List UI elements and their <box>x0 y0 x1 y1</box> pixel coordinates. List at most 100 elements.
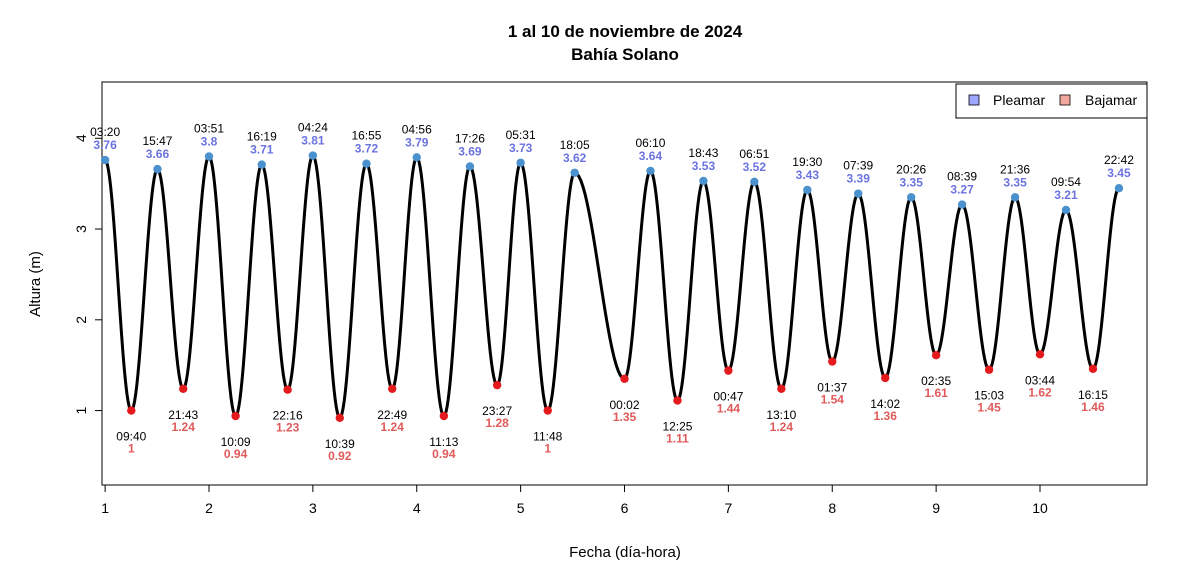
high-tide-time-label: 04:56 <box>402 122 432 136</box>
high-tide-value-label: 3.53 <box>692 159 716 173</box>
legend-swatch-low <box>1059 94 1071 106</box>
high-tide-point <box>1114 183 1124 193</box>
high-tide-point <box>906 193 916 202</box>
low-tide-point <box>1088 364 1098 374</box>
low-tide-value-label: 1.61 <box>924 386 948 400</box>
high-tide-point <box>570 168 579 177</box>
low-tide-time-label: 01:37 <box>817 381 847 395</box>
low-tide-value-label: 1.54 <box>821 393 845 407</box>
low-tide-time-label: 09:40 <box>116 430 146 444</box>
low-tide-value-label: 1.24 <box>770 420 794 434</box>
high-tide-time-label: 03:20 <box>90 125 120 139</box>
high-tide-point <box>803 185 812 195</box>
x-tick-label: 10 <box>1032 500 1048 516</box>
legend-swatch-high <box>968 94 980 106</box>
low-tide-time-label: 13:10 <box>766 408 796 422</box>
high-tide-value-label: 3.79 <box>405 135 429 149</box>
low-tide-time-label: 02:35 <box>921 374 951 388</box>
high-tide-value-label: 3.66 <box>146 147 170 161</box>
low-tide-value-label: 1.11 <box>666 432 689 446</box>
high-tide-time-label: 20:26 <box>896 162 926 176</box>
x-axis-label: Fecha (día-hora) <box>569 544 681 561</box>
low-tide-value-label: 1 <box>128 442 135 456</box>
low-tide-value-label: 1.24 <box>172 420 196 434</box>
high-tide-point <box>1061 205 1071 215</box>
low-tide-time-label: 10:39 <box>325 437 355 451</box>
high-tide-value-label: 3.45 <box>1107 166 1131 180</box>
high-tide-time-label: 06:51 <box>739 147 769 161</box>
high-tide-time-label: 03:51 <box>194 121 224 135</box>
y-tick-label: 3 <box>73 225 89 233</box>
low-tide-point <box>828 357 837 366</box>
low-tide-time-label: 11:48 <box>533 430 562 444</box>
high-tide-time-label: 15:47 <box>142 134 172 148</box>
high-tide-value-label: 3.72 <box>355 142 379 156</box>
legend-box <box>955 83 1148 119</box>
high-tide-point <box>153 164 162 174</box>
low-tide-point <box>231 411 240 421</box>
low-tide-value-label: 1.23 <box>276 421 300 435</box>
low-tide-value-label: 1.45 <box>977 401 1001 415</box>
low-tide-value-label: 0.94 <box>432 447 456 461</box>
low-tide-value-label: 1.36 <box>874 409 898 423</box>
low-tide-value-label: 0.94 <box>224 447 248 461</box>
y-axis: 1 2 3 4 <box>73 134 103 414</box>
low-tide-value-label: 1.28 <box>485 416 509 430</box>
high-tide-point <box>699 176 708 186</box>
low-tide-point <box>127 406 136 415</box>
high-tide-value-label: 3.69 <box>458 144 482 158</box>
low-tide-time-label: 14:02 <box>870 397 900 411</box>
high-tide-point <box>750 177 759 187</box>
high-tide-point <box>854 189 863 198</box>
legend-label-high: Pleamar <box>993 92 1045 108</box>
low-tide-time-label: 22:49 <box>377 408 407 422</box>
high-tide-value-label: 3.35 <box>900 175 924 189</box>
low-tide-point <box>179 384 188 393</box>
high-tide-point <box>308 151 318 160</box>
high-tide-time-label: 06:10 <box>635 136 665 150</box>
x-tick-label: 7 <box>724 500 732 516</box>
high-tide-time-label: 09:54 <box>1051 175 1081 189</box>
high-tide-value-label: 3.76 <box>93 138 117 152</box>
x-tick-label: 9 <box>932 500 940 516</box>
y-tick-label: 1 <box>73 406 89 414</box>
high-tide-value-label: 3.8 <box>201 134 218 148</box>
low-tide-point <box>620 374 629 384</box>
low-tide-point <box>1035 350 1045 359</box>
high-tide-value-label: 3.81 <box>301 134 325 148</box>
low-tide-point <box>492 380 502 390</box>
high-tide-point <box>957 200 967 209</box>
high-tide-value-label: 3.21 <box>1054 188 1078 202</box>
legend-label-low: Bajamar <box>1085 92 1137 108</box>
high-tide-value-label: 3.35 <box>1003 175 1027 189</box>
low-tide-value-label: 1.62 <box>1028 385 1052 399</box>
high-tide-time-label: 16:55 <box>351 129 381 143</box>
high-tide-point <box>204 152 214 161</box>
high-tide-value-label: 3.39 <box>847 172 871 186</box>
low-tide-time-label: 15:03 <box>974 389 1004 403</box>
high-tide-time-label: 18:43 <box>688 146 718 160</box>
x-tick-label: 8 <box>828 500 836 516</box>
high-tide-point <box>1010 193 1020 202</box>
high-tide-value-label: 3.73 <box>509 141 533 155</box>
low-tide-value-label: 1.44 <box>717 402 741 416</box>
high-tide-point <box>465 162 475 171</box>
low-tide-point <box>777 384 786 393</box>
y-tick-label: 2 <box>73 316 89 324</box>
low-tide-time-label: 12:25 <box>662 420 692 434</box>
x-tick-label: 5 <box>517 500 525 516</box>
high-tide-time-label: 05:31 <box>506 128 536 142</box>
y-tick-label: 4 <box>73 134 89 142</box>
low-tide-time-label: 10:09 <box>221 435 251 449</box>
low-tide-time-label: 03:44 <box>1025 373 1055 387</box>
high-tide-time-label: 21:36 <box>1000 162 1030 176</box>
high-tide-time-label: 17:26 <box>455 131 485 145</box>
high-tide-time-label: 19:30 <box>792 155 822 169</box>
low-tide-time-label: 22:16 <box>273 409 303 423</box>
high-tide-point <box>100 155 110 165</box>
high-tide-time-label: 16:19 <box>247 130 277 144</box>
y-axis-label: Altura (m) <box>27 251 44 317</box>
high-tide-value-label: 3.43 <box>796 168 820 182</box>
x-tick-label: 2 <box>205 500 213 516</box>
